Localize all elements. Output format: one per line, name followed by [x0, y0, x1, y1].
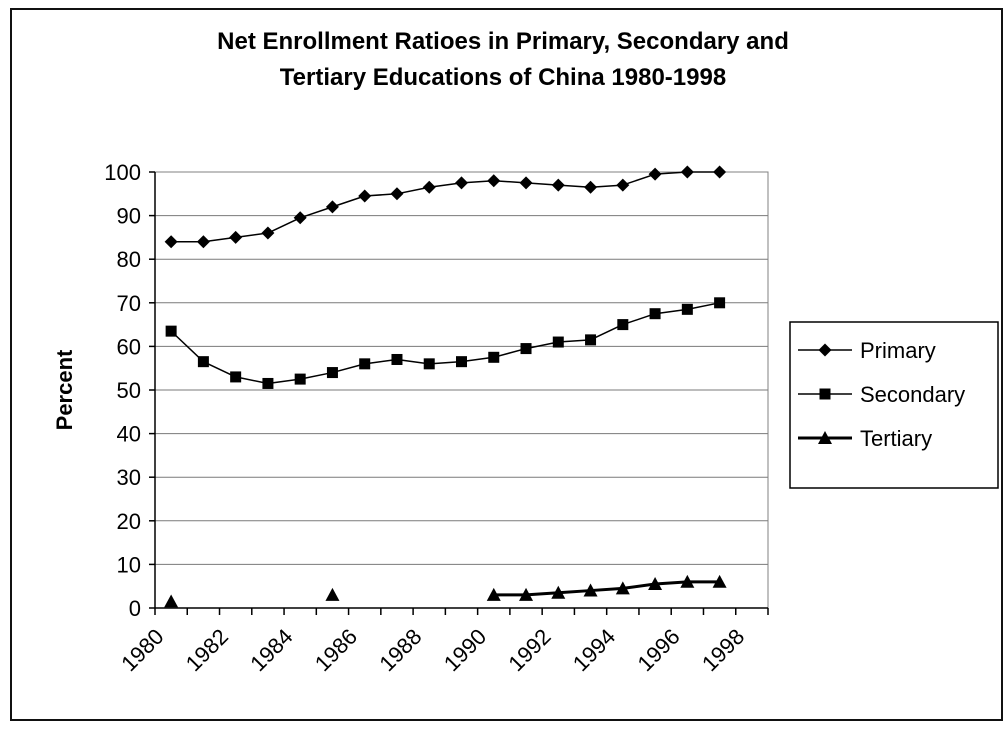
- y-tick-label-30: 30: [117, 465, 141, 490]
- primary-point-10: [487, 174, 501, 188]
- primary-point-6: [358, 189, 372, 203]
- series-primary: [164, 165, 727, 249]
- secondary-point-17: [714, 297, 726, 309]
- secondary-point-4: [294, 373, 306, 385]
- y-tick-labels: 0 10 20 30 40 50 60 70 80 90 100: [104, 160, 141, 621]
- secondary-point-10: [488, 351, 500, 363]
- chart-title-line-1: Net Enrollment Ratioes in Primary, Secon…: [217, 28, 789, 55]
- primary-point-15: [648, 167, 662, 181]
- x-tick-label-1984: 1984: [245, 624, 297, 676]
- y-tick-label-50: 50: [117, 378, 141, 403]
- y-tick-label-10: 10: [117, 552, 141, 577]
- primary-point-13: [584, 180, 598, 194]
- gridlines: [155, 171, 768, 565]
- x-tick-label-1994: 1994: [568, 624, 620, 676]
- primary-point-17: [713, 165, 727, 179]
- x-tick-label-1986: 1986: [310, 624, 362, 676]
- series-line-secondary: [170, 302, 720, 385]
- legend: Primary Secondary Tertiary: [789, 321, 999, 489]
- tertiary-point-5: [648, 577, 663, 590]
- x-tick-label-1998: 1998: [697, 624, 749, 676]
- tertiary-isolated-point-1: [325, 587, 340, 601]
- primary-point-9: [455, 176, 468, 190]
- primary-point-1: [196, 235, 210, 249]
- secondary-point-8: [423, 358, 435, 370]
- tertiary-point-1: [519, 587, 534, 601]
- series-secondary: [165, 297, 726, 389]
- y-tick-label-70: 70: [117, 291, 141, 316]
- primary-point-3: [261, 226, 275, 240]
- tertiary-point-2: [551, 585, 566, 599]
- chart-title: Net Enrollment Ratioes in Primary, Secon…: [0, 24, 1006, 96]
- x-tick-label-1982: 1982: [181, 624, 233, 676]
- x-tick-labels: 1980 1982 1984 1986 1988 1990 1992 1994 1996 1998: [116, 624, 749, 676]
- primary-point-11: [519, 176, 533, 190]
- series-line-primary: [171, 171, 720, 243]
- secondary-point-6: [359, 358, 371, 370]
- y-tick-label-40: 40: [117, 422, 141, 447]
- secondary-point-0: [165, 325, 177, 337]
- y-tick-label-100: 100: [104, 160, 141, 185]
- legend-marker-secondary: [819, 388, 831, 400]
- secondary-point-15: [649, 308, 661, 320]
- secondary-point-9: [456, 356, 467, 368]
- tertiary-point-6: [680, 574, 695, 588]
- y-tick-label-0: 0: [129, 596, 141, 621]
- primary-point-7: [390, 187, 404, 201]
- primary-point-16: [680, 165, 694, 179]
- y-tick-label-90: 90: [117, 204, 141, 229]
- x-tick-label-1992: 1992: [503, 624, 555, 676]
- secondary-point-16: [681, 303, 693, 315]
- y-axis-label: Percent: [52, 349, 77, 430]
- secondary-point-14: [617, 319, 629, 331]
- tertiary-isolated-point-0: [164, 594, 179, 608]
- tertiary-point-4: [615, 581, 630, 595]
- primary-point-2: [229, 230, 243, 244]
- y-tick-label-60: 60: [117, 334, 141, 359]
- series-group: [164, 165, 727, 608]
- legend-label-secondary: Secondary: [860, 382, 965, 407]
- chart-title-line-2: Tertiary Educations of China 1980-1998: [279, 64, 727, 91]
- primary-point-14: [616, 178, 630, 192]
- series-tertiary: [164, 574, 727, 608]
- secondary-point-12: [552, 336, 564, 348]
- tertiary-point-0: [486, 587, 501, 601]
- primary-point-0: [164, 235, 178, 249]
- legend-label-tertiary: Tertiary: [860, 426, 932, 451]
- legend-marker-tertiary: [818, 431, 832, 444]
- secondary-point-1: [197, 356, 209, 368]
- primary-point-8: [422, 180, 436, 194]
- legend-marker-primary: [818, 343, 832, 357]
- x-tick-label-1996: 1996: [632, 624, 684, 676]
- y-tick-label-80: 80: [117, 247, 141, 272]
- tertiary-point-3: [583, 583, 598, 597]
- secondary-point-5: [326, 367, 338, 379]
- series-line-tertiary: [493, 580, 720, 597]
- secondary-point-11: [520, 343, 532, 355]
- primary-point-12: [551, 178, 565, 192]
- secondary-point-7: [391, 353, 403, 365]
- tertiary-point-7: [712, 574, 727, 588]
- x-tick-label-1980: 1980: [116, 624, 168, 676]
- y-tick-label-20: 20: [117, 509, 141, 534]
- primary-point-5: [325, 200, 339, 214]
- x-tick-label-1988: 1988: [374, 624, 426, 676]
- x-tick-label-1990: 1990: [439, 624, 491, 676]
- secondary-point-3: [262, 377, 274, 389]
- legend-label-primary: Primary: [860, 338, 936, 363]
- secondary-point-13: [585, 334, 597, 346]
- primary-point-4: [293, 211, 307, 225]
- secondary-point-2: [230, 371, 242, 383]
- axes: [149, 171, 769, 615]
